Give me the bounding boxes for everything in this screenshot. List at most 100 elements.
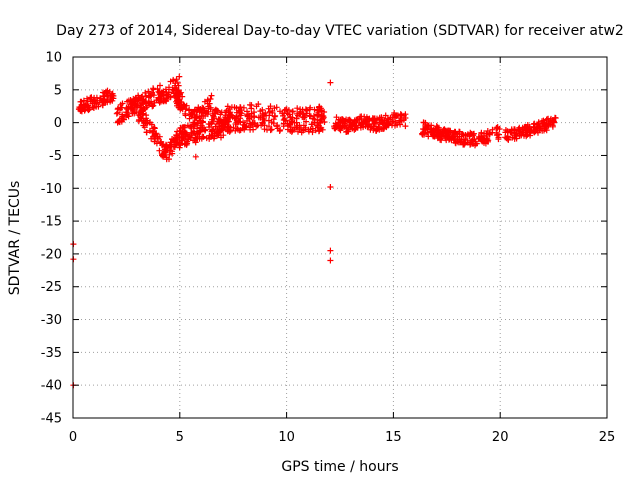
x-axis-label: GPS time / hours <box>281 459 398 475</box>
data-point <box>351 126 358 133</box>
y-tick-label: -40 <box>41 379 62 394</box>
data-point <box>253 123 260 130</box>
y-tick-label: 5 <box>54 83 62 98</box>
data-point <box>176 91 183 97</box>
data-point <box>277 108 283 115</box>
data-point <box>402 115 409 121</box>
data-point <box>464 139 471 146</box>
data-point <box>160 151 167 158</box>
y-tick-label: 10 <box>45 51 62 66</box>
data-point <box>359 119 366 126</box>
data-point <box>238 107 245 114</box>
data-point <box>166 151 173 158</box>
data-point <box>143 129 150 136</box>
x-tick-label: 25 <box>599 430 616 445</box>
data-point <box>350 120 357 127</box>
data-point <box>551 119 557 126</box>
data-point <box>495 134 502 141</box>
data-point <box>478 134 484 141</box>
data-point <box>523 133 530 140</box>
data-point <box>95 103 102 110</box>
data-point <box>235 126 242 133</box>
y-tick-label: -30 <box>41 313 62 328</box>
data-point <box>204 100 211 107</box>
data-point <box>215 116 222 123</box>
data-point <box>198 122 205 129</box>
y-tick-label: -35 <box>41 346 62 361</box>
data-point <box>314 122 321 129</box>
data-point <box>156 99 163 106</box>
data-point <box>379 117 386 124</box>
data-point <box>484 135 491 142</box>
data-point <box>454 138 461 145</box>
data-point <box>179 133 186 140</box>
data-point <box>524 124 531 131</box>
data-point <box>321 119 328 125</box>
data-point <box>152 131 159 138</box>
data-point <box>172 94 179 101</box>
data-point <box>344 128 351 135</box>
data-point <box>327 247 334 254</box>
data-point <box>306 106 313 113</box>
data-point <box>194 125 200 132</box>
data-point <box>374 125 381 132</box>
grid-lines <box>73 57 607 418</box>
data-point <box>281 115 288 122</box>
data-point <box>189 130 196 137</box>
data-point <box>160 98 167 105</box>
data-point <box>143 99 150 106</box>
data-point <box>300 122 307 129</box>
data-point <box>390 118 397 125</box>
data-point <box>287 121 294 128</box>
data-point <box>253 103 260 110</box>
data-point <box>149 91 156 97</box>
data-point <box>535 120 542 127</box>
data-point <box>303 118 310 125</box>
axis-ticks: 10 5 0 -5 -10 -15 -20 -25 -30 -35 -40 -45 0 5 10 15 20 25 <box>41 51 616 446</box>
data-point <box>118 118 125 125</box>
data-point <box>267 127 274 134</box>
data-point <box>123 112 130 119</box>
data-point <box>195 104 202 111</box>
data-point <box>442 131 449 138</box>
data-point <box>354 117 361 123</box>
data-point <box>309 129 316 136</box>
data-point <box>142 89 149 96</box>
data-point <box>151 124 158 131</box>
data-point <box>222 109 229 116</box>
data-point <box>240 122 247 128</box>
data-point <box>206 124 213 131</box>
data-point <box>184 138 191 145</box>
data-point <box>162 86 169 93</box>
data-point <box>527 127 534 134</box>
data-point <box>177 128 184 135</box>
data-point <box>534 124 541 130</box>
data-point <box>135 92 142 99</box>
data-point <box>210 113 217 120</box>
data-point <box>267 103 274 110</box>
data-point <box>291 119 298 126</box>
data-point <box>293 115 300 122</box>
data-point <box>422 119 429 126</box>
data-point <box>215 128 222 135</box>
data-point <box>185 107 192 114</box>
data-point <box>281 120 287 127</box>
data-point <box>155 88 162 95</box>
data-point <box>179 124 186 131</box>
data-point <box>174 87 181 94</box>
data-point <box>174 79 181 86</box>
data-point <box>315 111 322 118</box>
data-point <box>86 106 93 113</box>
data-point <box>156 147 163 154</box>
data-point <box>178 137 185 144</box>
data-point <box>116 106 123 113</box>
x-tick-label: 15 <box>385 430 402 445</box>
data-point <box>153 140 160 147</box>
data-point <box>259 106 266 113</box>
data-point <box>263 112 270 119</box>
data-point <box>201 108 208 115</box>
data-point <box>552 114 558 121</box>
data-point <box>138 107 145 114</box>
data-point <box>297 108 304 115</box>
data-point <box>472 142 478 149</box>
